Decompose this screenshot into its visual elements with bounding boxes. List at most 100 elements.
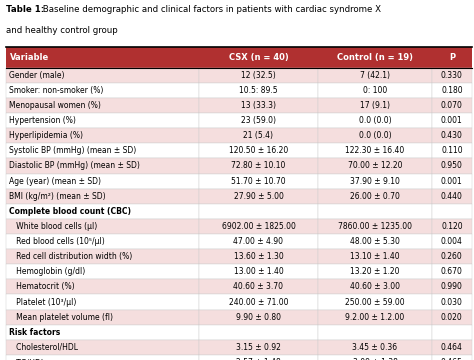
Bar bbox=[6, 340, 199, 355]
Bar bbox=[6, 174, 199, 189]
Text: 13.60 ± 1.30: 13.60 ± 1.30 bbox=[234, 252, 283, 261]
Bar bbox=[199, 158, 318, 174]
Text: 37.90 ± 9.10: 37.90 ± 9.10 bbox=[350, 177, 400, 186]
Text: Hyperlipidemia (%): Hyperlipidemia (%) bbox=[9, 131, 83, 140]
Text: 0.440: 0.440 bbox=[441, 192, 463, 201]
Bar bbox=[199, 355, 318, 360]
Bar bbox=[6, 83, 199, 98]
Text: Diastolic BP (mmHg) (mean ± SD): Diastolic BP (mmHg) (mean ± SD) bbox=[9, 162, 140, 171]
Bar bbox=[318, 234, 432, 249]
Bar bbox=[6, 234, 199, 249]
Bar bbox=[199, 234, 318, 249]
Text: 0.180: 0.180 bbox=[441, 86, 463, 95]
Text: 21 (5.4): 21 (5.4) bbox=[244, 131, 273, 140]
Bar bbox=[432, 68, 472, 83]
Text: CSX (n = 40): CSX (n = 40) bbox=[228, 53, 288, 62]
Bar bbox=[432, 158, 472, 174]
Bar bbox=[199, 279, 318, 294]
Bar bbox=[432, 234, 472, 249]
Text: Menopausal women (%): Menopausal women (%) bbox=[9, 101, 101, 110]
Text: 51.70 ± 10.70: 51.70 ± 10.70 bbox=[231, 177, 286, 186]
Bar bbox=[432, 279, 472, 294]
Text: Risk factors: Risk factors bbox=[9, 328, 61, 337]
Bar bbox=[199, 68, 318, 83]
Text: 0: 100: 0: 100 bbox=[363, 86, 387, 95]
Bar bbox=[432, 174, 472, 189]
Text: 7 (42.1): 7 (42.1) bbox=[360, 71, 390, 80]
Bar bbox=[318, 83, 432, 98]
Bar bbox=[318, 325, 432, 340]
Text: 0.430: 0.430 bbox=[441, 131, 463, 140]
Bar bbox=[199, 143, 318, 158]
Bar bbox=[318, 340, 432, 355]
Bar bbox=[318, 355, 432, 360]
Bar bbox=[432, 310, 472, 325]
Bar bbox=[318, 219, 432, 234]
Bar bbox=[6, 68, 199, 83]
Text: 3.45 ± 0.36: 3.45 ± 0.36 bbox=[352, 343, 398, 352]
Bar bbox=[432, 249, 472, 264]
Bar bbox=[199, 219, 318, 234]
Text: 13.20 ± 1.20: 13.20 ± 1.20 bbox=[350, 267, 400, 276]
Text: Cholesterol/HDL: Cholesterol/HDL bbox=[9, 343, 79, 352]
Text: Hypertension (%): Hypertension (%) bbox=[9, 116, 76, 125]
Bar bbox=[6, 113, 199, 128]
Bar bbox=[6, 158, 199, 174]
Text: 0.070: 0.070 bbox=[441, 101, 463, 110]
Bar bbox=[432, 189, 472, 204]
Text: Systolic BP (mmHg) (mean ± SD): Systolic BP (mmHg) (mean ± SD) bbox=[9, 147, 137, 156]
Text: Mean platelet volume (fl): Mean platelet volume (fl) bbox=[9, 312, 113, 322]
Bar bbox=[199, 83, 318, 98]
Text: 120.50 ± 16.20: 120.50 ± 16.20 bbox=[229, 147, 288, 156]
Bar bbox=[318, 47, 432, 68]
Text: TG/HDL: TG/HDL bbox=[9, 358, 46, 360]
Text: 0.464: 0.464 bbox=[441, 343, 463, 352]
Text: 3.09 ± 1.38: 3.09 ± 1.38 bbox=[353, 358, 397, 360]
Bar bbox=[432, 219, 472, 234]
Bar bbox=[6, 98, 199, 113]
Bar bbox=[199, 128, 318, 143]
Text: 122.30 ± 16.40: 122.30 ± 16.40 bbox=[346, 147, 405, 156]
Bar bbox=[318, 128, 432, 143]
Bar bbox=[199, 310, 318, 325]
Bar bbox=[318, 98, 432, 113]
Text: and healthy control group: and healthy control group bbox=[6, 26, 118, 35]
Bar bbox=[6, 294, 199, 310]
Bar bbox=[199, 174, 318, 189]
Bar bbox=[432, 47, 472, 68]
Text: 0.001: 0.001 bbox=[441, 177, 463, 186]
Bar bbox=[318, 204, 432, 219]
Text: 9.2.00 ± 1.2.00: 9.2.00 ± 1.2.00 bbox=[346, 312, 405, 322]
Text: 0.004: 0.004 bbox=[441, 237, 463, 246]
Text: 0.990: 0.990 bbox=[441, 283, 463, 292]
Text: Variable: Variable bbox=[9, 53, 49, 62]
Bar bbox=[199, 294, 318, 310]
Bar bbox=[6, 204, 199, 219]
Text: Smoker: non-smoker (%): Smoker: non-smoker (%) bbox=[9, 86, 104, 95]
Bar bbox=[318, 158, 432, 174]
Text: 0.001: 0.001 bbox=[441, 116, 463, 125]
Text: Control (n = 19): Control (n = 19) bbox=[337, 53, 413, 62]
Bar bbox=[199, 47, 318, 68]
Text: 0.030: 0.030 bbox=[441, 297, 463, 307]
Text: 17 (9.1): 17 (9.1) bbox=[360, 101, 390, 110]
Text: 0.260: 0.260 bbox=[441, 252, 463, 261]
Bar bbox=[432, 113, 472, 128]
Bar bbox=[199, 98, 318, 113]
Text: 10.5: 89.5: 10.5: 89.5 bbox=[239, 86, 278, 95]
Bar bbox=[318, 279, 432, 294]
Text: 13 (33.3): 13 (33.3) bbox=[241, 101, 276, 110]
Bar bbox=[432, 340, 472, 355]
Text: 48.00 ± 5.30: 48.00 ± 5.30 bbox=[350, 237, 400, 246]
Text: 0.670: 0.670 bbox=[441, 267, 463, 276]
Bar bbox=[318, 310, 432, 325]
Text: Hematocrit (%): Hematocrit (%) bbox=[9, 283, 75, 292]
Bar bbox=[199, 204, 318, 219]
Bar bbox=[432, 83, 472, 98]
Text: Baseline demographic and clinical factors in patients with cardiac syndrome X: Baseline demographic and clinical factor… bbox=[40, 5, 381, 14]
Bar bbox=[432, 325, 472, 340]
Bar bbox=[199, 249, 318, 264]
Bar bbox=[318, 143, 432, 158]
Bar bbox=[199, 325, 318, 340]
Text: Age (year) (mean ± SD): Age (year) (mean ± SD) bbox=[9, 177, 101, 186]
